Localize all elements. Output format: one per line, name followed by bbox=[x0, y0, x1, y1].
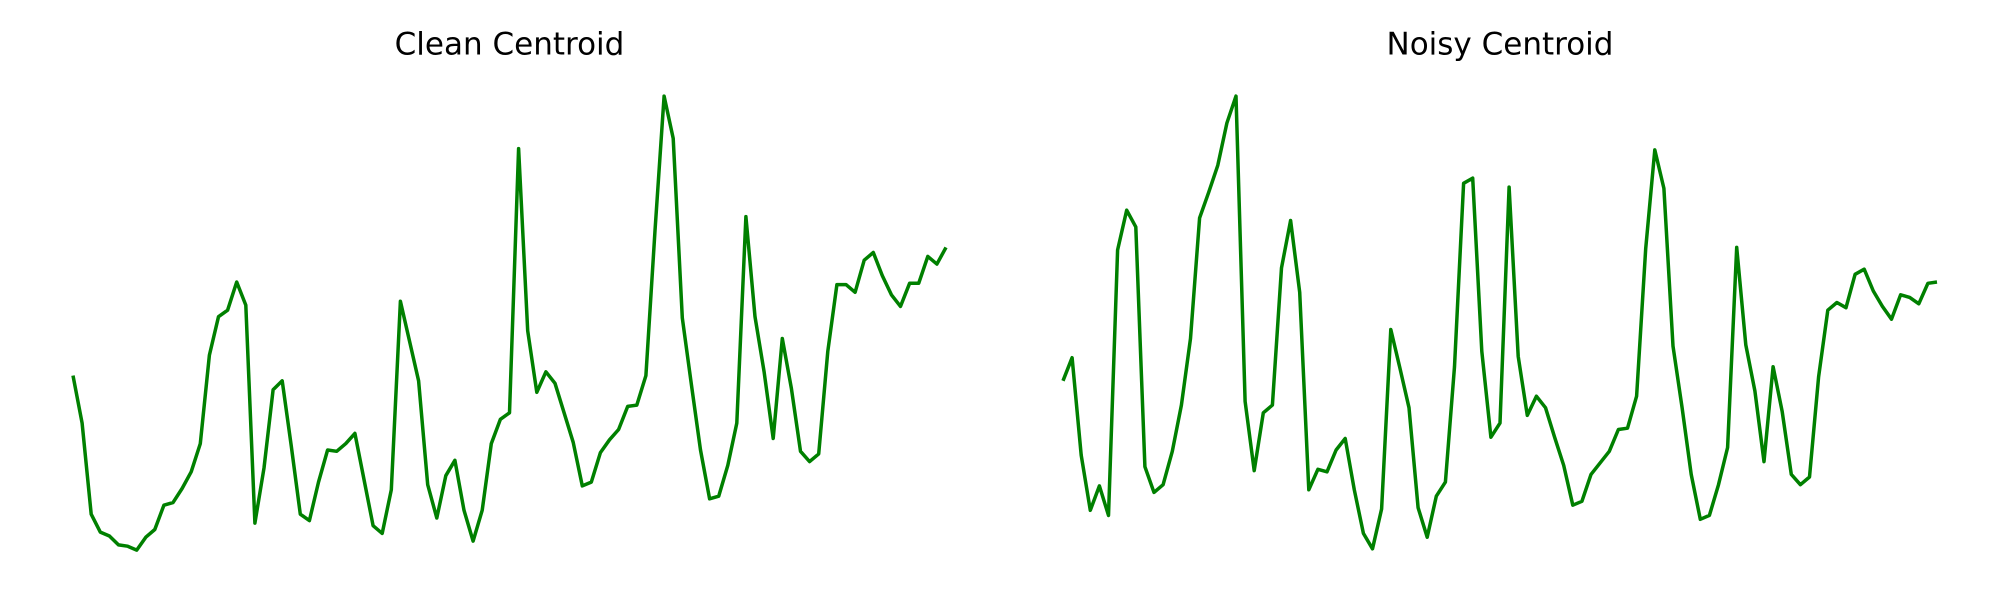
data-line bbox=[71, 94, 948, 552]
chart-title: Clean Centroid bbox=[395, 27, 625, 63]
data-line bbox=[1061, 94, 1938, 551]
chart-title: Noisy Centroid bbox=[1387, 27, 1614, 63]
